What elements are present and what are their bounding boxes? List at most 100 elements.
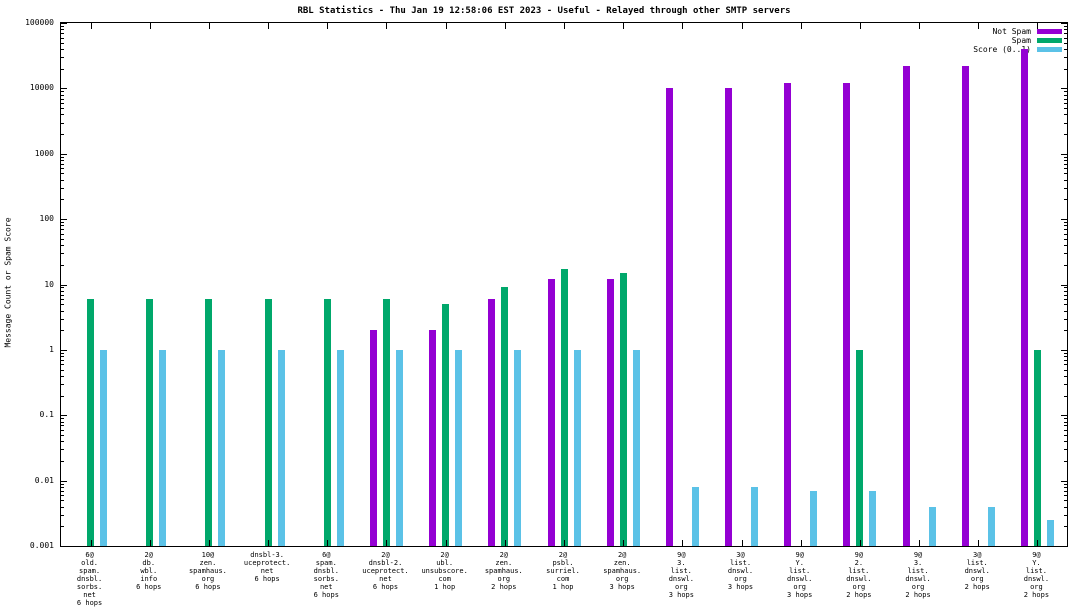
x-tick: [327, 23, 329, 29]
y-tick: [61, 295, 64, 296]
y-tick: [61, 88, 67, 89]
y-tick: [1064, 57, 1067, 58]
y-tick: [1064, 239, 1067, 240]
y-tick: [61, 422, 64, 423]
y-tick: [61, 487, 64, 488]
x-label-line: 1 hop: [552, 583, 574, 591]
x-label-line: dnswl.: [787, 575, 813, 583]
y-tick: [1064, 330, 1067, 331]
x-tick: [268, 23, 270, 29]
x-label-line: net: [379, 575, 392, 583]
y-tick: [61, 160, 64, 161]
x-label-line: list.: [1025, 567, 1047, 575]
x-label-line: 2 hops: [491, 583, 517, 591]
y-tick: [61, 353, 64, 354]
y-tick: [1064, 449, 1067, 450]
x-tick: [682, 23, 684, 29]
y-tick: [61, 33, 64, 34]
x-tick: [859, 23, 861, 29]
legend-item-spam: Spam: [973, 36, 1062, 45]
legend-item-score: Score (0..1): [973, 45, 1062, 54]
x-label-line: surriel.: [546, 567, 580, 575]
bar-score-0-1--12: [810, 490, 818, 546]
bar-score-0-1--13: [869, 490, 877, 546]
y-tick: [1064, 461, 1067, 462]
x-label-line: 2 hops: [905, 591, 931, 599]
bar-spam-16: [1033, 349, 1041, 546]
x-label-line: org: [497, 575, 511, 583]
x-label-line: 6 hops: [195, 583, 221, 591]
x-label-line: org: [911, 583, 925, 591]
y-tick: [1061, 154, 1067, 155]
y-tick: [61, 95, 64, 96]
y-tick: [61, 311, 64, 312]
x-label-line: spamhaus.: [603, 567, 642, 575]
x-tick: [208, 540, 210, 546]
bar-score-0-1--4: [336, 349, 344, 546]
y-tick: [1061, 481, 1067, 482]
y-tick: [61, 500, 64, 501]
x-label-line: 3@: [973, 551, 982, 559]
y-tick: [1061, 415, 1067, 416]
x-label-line: org: [852, 583, 866, 591]
x-label-line: org: [734, 575, 747, 583]
y-tick: [61, 180, 64, 181]
y-tick: [61, 481, 67, 482]
y-tick: [1064, 384, 1067, 385]
y-tick: [61, 229, 64, 230]
y-tick: [61, 384, 64, 385]
x-label-line: ubl.: [436, 559, 454, 567]
x-tick: [800, 23, 802, 29]
y-tick: [1064, 234, 1067, 235]
bar-score-0-1--6: [455, 349, 463, 546]
y-tick: [61, 546, 67, 547]
x-label-line: 9@: [913, 551, 923, 559]
bar-score-0-1--5: [395, 349, 403, 546]
y-tick: [1064, 422, 1067, 423]
legend-label-spam: Spam: [1011, 36, 1031, 45]
y-tick: [1064, 353, 1067, 354]
x-label-line: list.: [848, 567, 870, 575]
bar-not-spam-10: [665, 88, 673, 546]
x-label-line: 2 hops: [846, 591, 872, 599]
x-label-line: zen.: [495, 559, 513, 567]
y-tick: [61, 91, 64, 92]
x-tick: [504, 540, 506, 546]
y-tick: [1064, 291, 1067, 292]
bar-not-spam-16: [1020, 49, 1028, 546]
x-label-line: 6 hops: [313, 591, 339, 599]
y-tick: [1064, 43, 1067, 44]
y-tick: [1064, 360, 1067, 361]
plot-area: Not Spam Spam Score (0..1): [60, 22, 1068, 547]
y-tick: [61, 164, 64, 165]
y-tick: [61, 291, 64, 292]
y-tick: [1064, 487, 1067, 488]
x-label-line: 2@: [499, 551, 509, 559]
y-tick: [61, 396, 64, 397]
x-label-1: 2@ db. wbl. info 6 hops: [104, 551, 194, 591]
y-tick: [61, 234, 64, 235]
bar-score-0-1--0: [100, 349, 108, 546]
x-label-line: 2 hops: [964, 583, 990, 591]
x-tick: [564, 540, 565, 546]
bar-not-spam-6: [429, 330, 437, 546]
x-label-line: uceprotect.: [243, 559, 291, 567]
y-tick: [1064, 491, 1067, 492]
x-label-line: zen.: [613, 559, 631, 567]
y-tick: [1064, 229, 1067, 230]
y-tick: [61, 157, 64, 158]
bar-not-spam-9: [606, 279, 614, 546]
x-label-line: db.: [142, 559, 156, 567]
x-label-line: com: [556, 575, 570, 583]
bar-not-spam-15: [961, 65, 969, 546]
x-label-line: 1 hop: [434, 583, 456, 591]
x-label-line: list.: [670, 567, 692, 575]
x-tick: [149, 23, 151, 29]
bar-spam-4: [323, 299, 331, 546]
y-tick: [1064, 370, 1067, 371]
y-tick: [61, 23, 67, 24]
y-tick: [1061, 88, 1067, 89]
x-tick: [919, 23, 921, 29]
y-tick: [1064, 425, 1067, 426]
x-label-5: 2@ dnsbl-2. uceprotect. net 6 hops: [340, 551, 430, 591]
